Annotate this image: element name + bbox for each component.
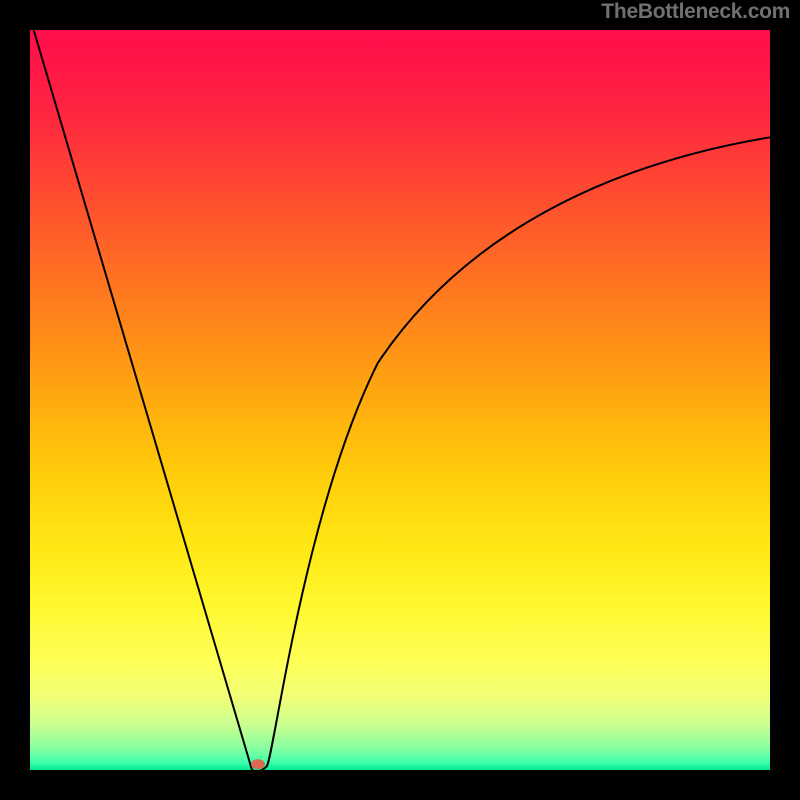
watermark-text: TheBottleneck.com bbox=[601, 0, 790, 24]
minimum-marker bbox=[251, 759, 265, 769]
chart-container: TheBottleneck.com bbox=[0, 0, 800, 800]
bottleneck-chart bbox=[0, 0, 800, 800]
plot-area bbox=[30, 30, 770, 770]
